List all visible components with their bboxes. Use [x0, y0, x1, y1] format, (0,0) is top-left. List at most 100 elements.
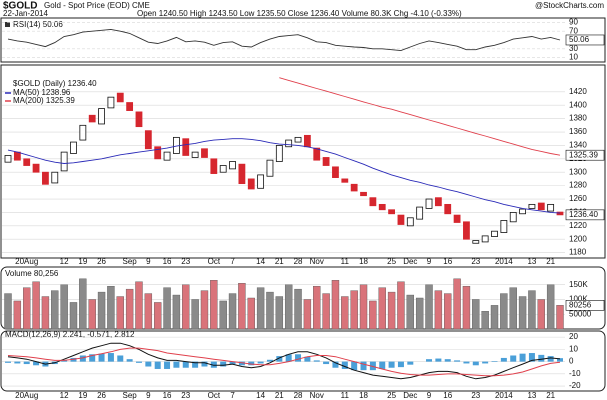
histogram-bar	[397, 361, 404, 368]
candle	[350, 183, 358, 192]
x-tick-label: 16	[443, 257, 452, 266]
x-tick-label: 12	[60, 257, 69, 266]
candle	[416, 206, 424, 220]
x-tick-label: 9	[427, 391, 432, 400]
x-tick-label: 16	[443, 391, 452, 400]
candle	[275, 145, 283, 162]
chart-subtitle: Gold - Spot Price (EOD) CME	[44, 1, 150, 10]
volume-bar	[182, 284, 190, 330]
volume-bar	[23, 287, 31, 330]
histogram-bar	[519, 353, 526, 362]
histogram-bar	[528, 353, 535, 362]
y-tick-label: 30	[569, 44, 578, 53]
histogram-bar	[135, 361, 142, 363]
volume-bar	[153, 302, 162, 330]
histogram-bar	[173, 361, 180, 368]
y-tick-label: 90	[569, 18, 578, 27]
y-tick-label: 1400	[569, 100, 587, 109]
histogram-bar	[351, 361, 358, 371]
line	[7, 28, 561, 52]
candle	[116, 92, 124, 103]
candle	[163, 151, 171, 161]
volume-bar	[256, 287, 265, 330]
x-tick-label: Dec	[403, 257, 417, 266]
x-tick-label: 20Aug	[15, 391, 38, 400]
macd-panel	[0, 330, 606, 392]
candle	[472, 240, 480, 244]
volume-bar	[481, 311, 489, 330]
volume-bar	[500, 293, 508, 330]
x-tick-label: 21	[275, 257, 284, 266]
volume-bar	[41, 296, 50, 330]
candle	[406, 217, 414, 227]
candle	[463, 221, 470, 240]
histogram-bar	[332, 361, 339, 368]
y-tick-label: 1260	[569, 194, 587, 203]
volume-bar	[266, 291, 274, 330]
candle	[4, 155, 12, 163]
volume-bar	[528, 290, 536, 330]
x-tick-label: 9	[146, 391, 151, 400]
histogram-bar	[388, 361, 395, 368]
y-tick-label: 1360	[569, 127, 587, 136]
candle	[303, 134, 311, 148]
candle	[210, 158, 218, 174]
x-tick-label: 12	[60, 391, 69, 400]
volume-bar	[453, 278, 461, 330]
line	[279, 77, 561, 156]
y-tick-label: 150K	[569, 280, 588, 289]
x-tick-label: 13	[527, 257, 536, 266]
volume-bar	[97, 291, 106, 330]
volume-bar	[51, 290, 59, 330]
y-tick-label: -10	[569, 369, 581, 378]
volume-bar	[294, 288, 302, 330]
candle	[79, 124, 87, 141]
x-tick-label: 23	[181, 391, 190, 400]
x-tick-label: 14	[256, 257, 265, 266]
x-tick-label: 9	[427, 257, 432, 266]
volume-bar	[191, 299, 199, 330]
histogram-bar	[557, 358, 563, 362]
histogram-bar	[33, 361, 40, 366]
chart-title: $GOLD	[3, 1, 37, 12]
x-tick-label: 26	[97, 257, 106, 266]
volume-bar	[4, 293, 12, 330]
volume-last-label: 80256	[569, 300, 592, 309]
volume-bar	[107, 285, 115, 330]
histogram-bar	[257, 361, 264, 364]
histogram-bar	[117, 355, 124, 362]
x-tick-label: 25	[387, 391, 396, 400]
candle	[509, 212, 517, 223]
y-tick-label: 10	[569, 53, 578, 62]
histogram-bar	[491, 361, 498, 362]
histogram-bar	[285, 354, 292, 362]
histogram-bar	[182, 361, 189, 368]
histogram-bar	[248, 361, 255, 366]
volume-bar	[434, 290, 443, 330]
x-tick-label: 18	[359, 257, 368, 266]
price-panel	[0, 64, 606, 259]
candle	[397, 214, 405, 225]
volume-panel	[0, 266, 606, 330]
histogram-bar	[238, 361, 245, 366]
histogram-bar	[126, 359, 133, 362]
x-tick-label: 26	[97, 391, 106, 400]
x-tick-label: 16	[163, 257, 172, 266]
volume-bar	[69, 302, 78, 330]
histogram-bar	[369, 361, 376, 371]
histogram-bar	[379, 361, 386, 369]
candle	[425, 198, 433, 209]
candle	[191, 151, 199, 158]
histogram-bar	[229, 361, 236, 365]
y-tick-label: 50000	[569, 309, 592, 318]
volume-bar	[219, 300, 227, 330]
price-legend: $GOLD (Daily) 1236.40	[13, 79, 97, 88]
rsi-icon	[5, 22, 10, 27]
histogram-bar	[500, 357, 507, 362]
histogram-bar	[295, 354, 302, 362]
y-tick-label: 1300	[569, 167, 587, 176]
x-tick-label: 2014	[495, 391, 513, 400]
candle	[332, 166, 339, 178]
volume-bar	[172, 294, 181, 330]
